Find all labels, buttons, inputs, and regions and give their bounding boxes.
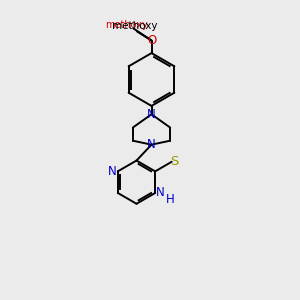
Text: N: N: [108, 165, 117, 178]
Text: methoxy: methoxy: [106, 20, 148, 31]
Text: H: H: [166, 193, 175, 206]
Text: methoxy: methoxy: [112, 21, 158, 31]
Text: N: N: [147, 108, 156, 121]
Text: S: S: [170, 155, 178, 168]
Text: N: N: [156, 187, 165, 200]
Text: O: O: [147, 34, 156, 47]
Text: N: N: [147, 138, 156, 151]
